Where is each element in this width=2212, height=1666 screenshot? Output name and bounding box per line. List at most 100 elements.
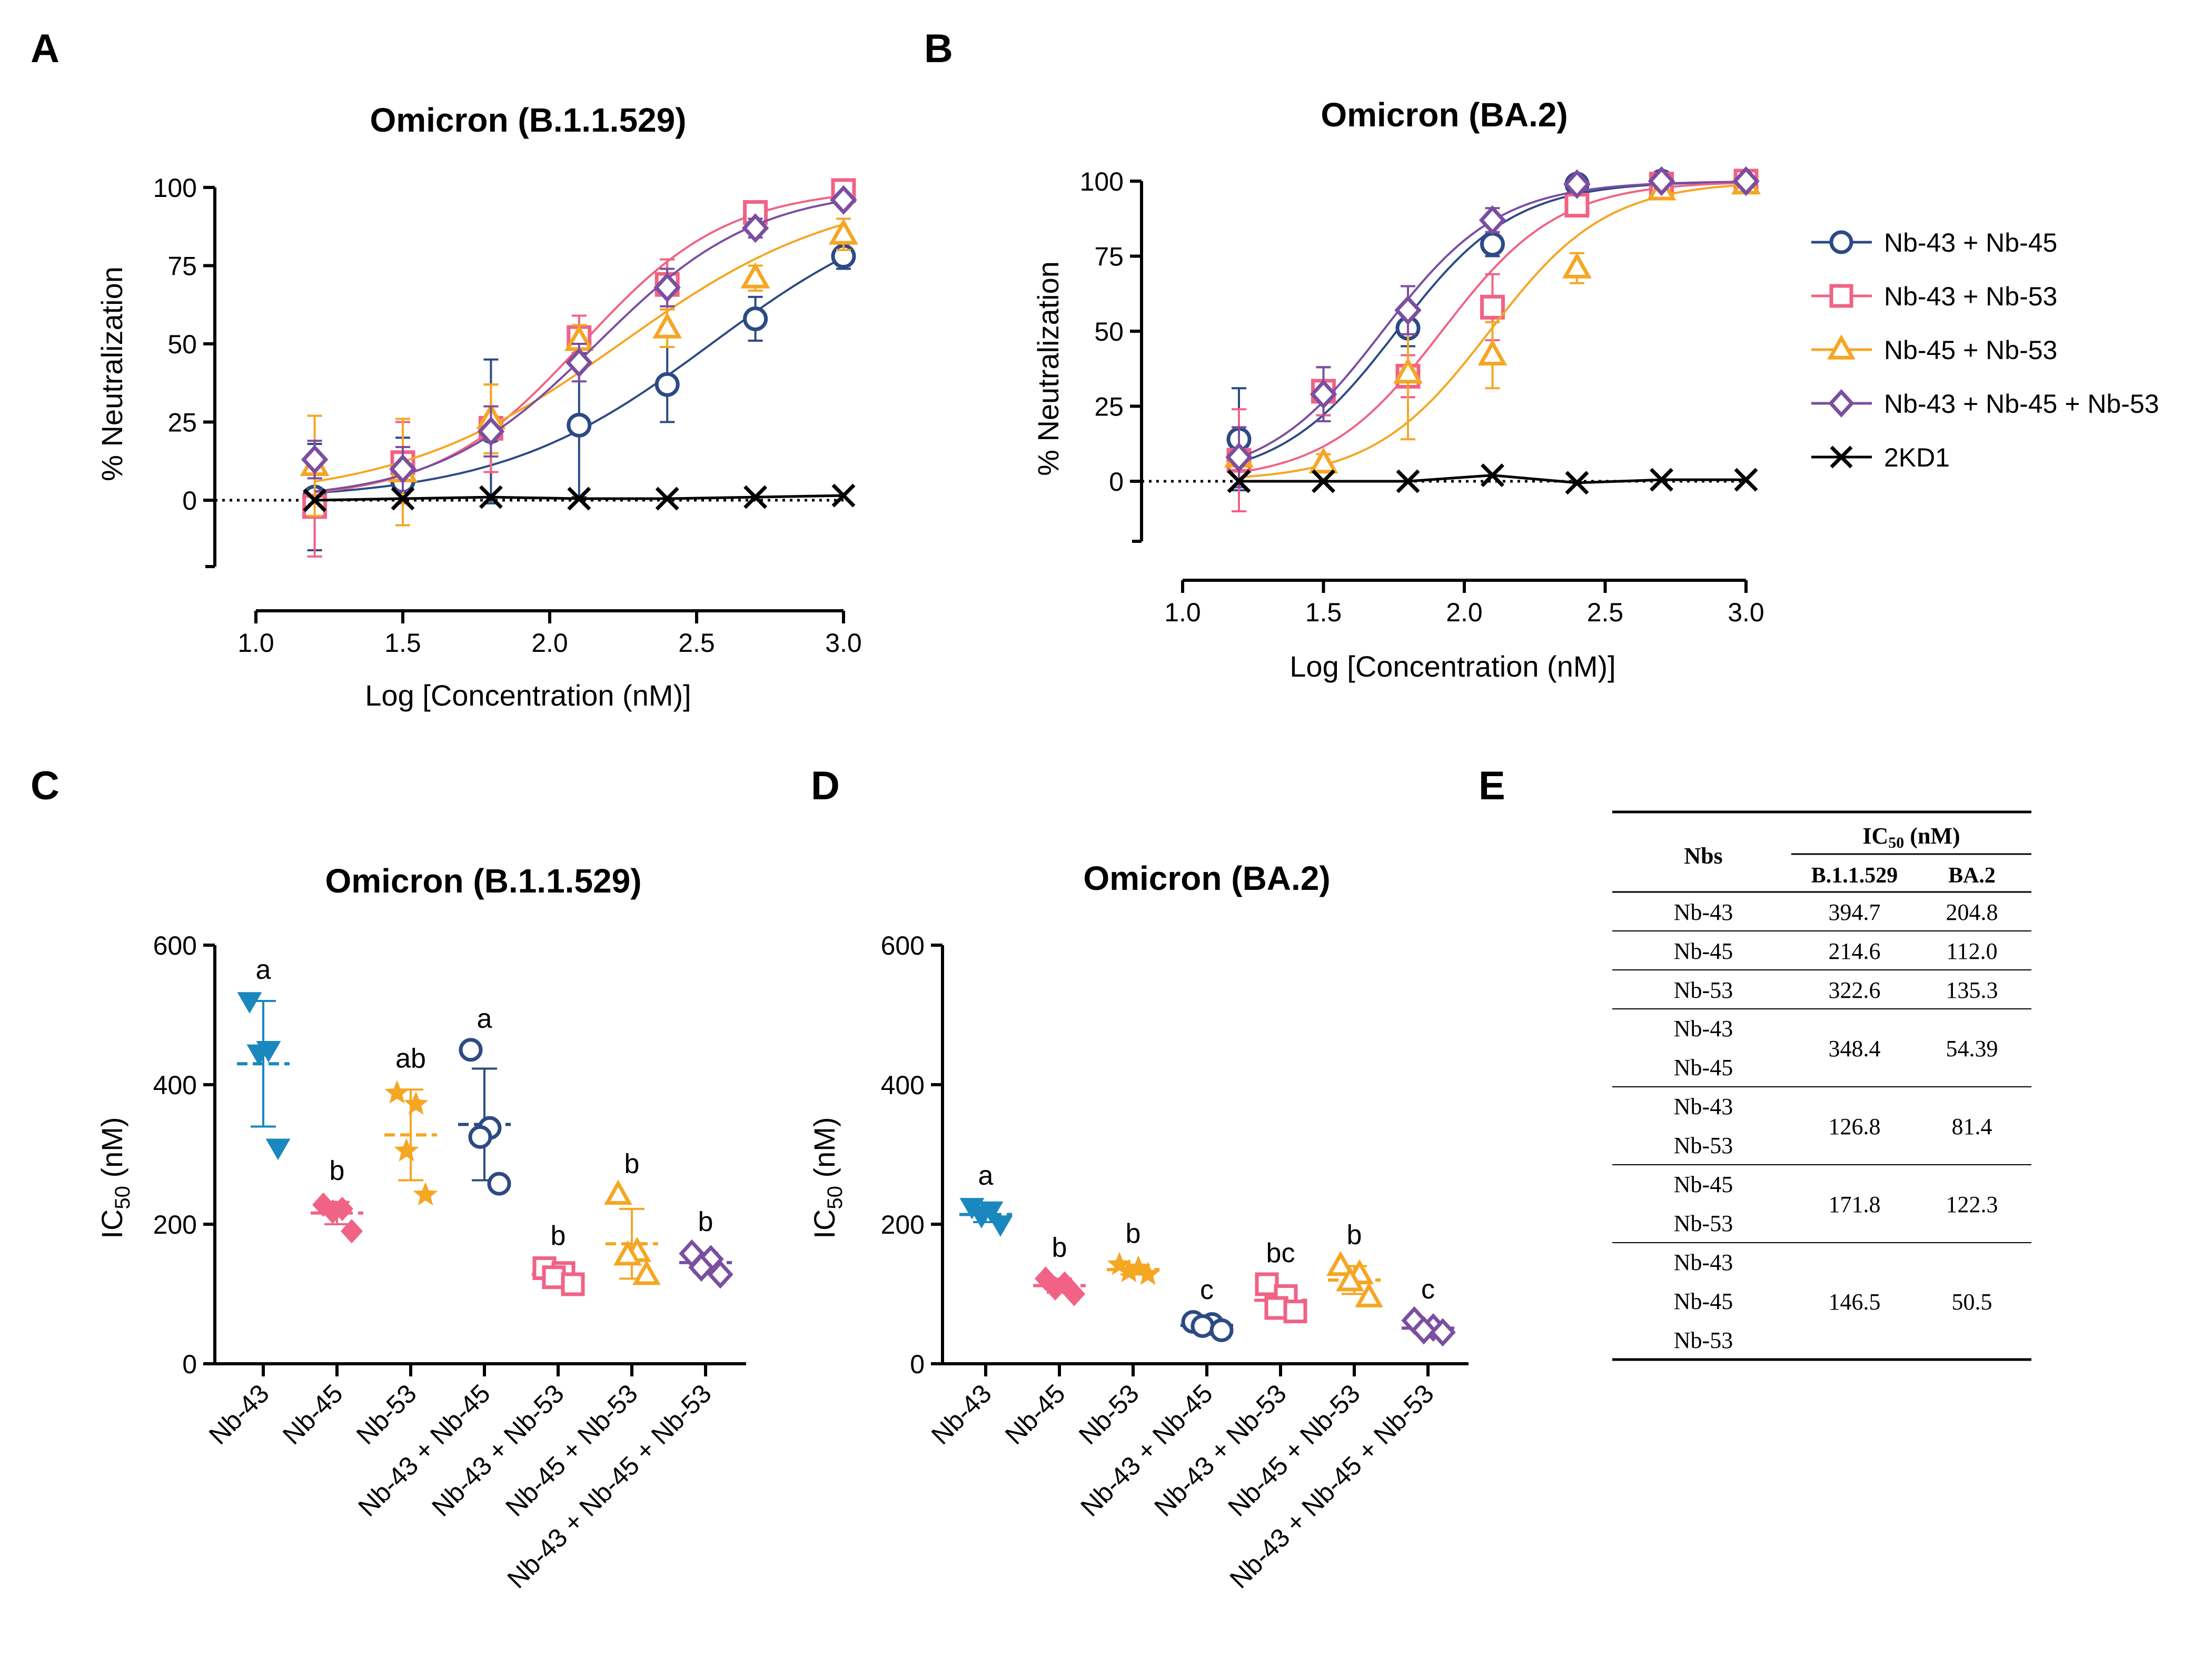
chart-d-y-tick-label: 600 — [881, 931, 925, 960]
chart-c-group-2: ab — [384, 1043, 438, 1206]
chart-c-ylabel-main: IC — [95, 1209, 128, 1239]
chart-b-y-tick-label: 25 — [1094, 392, 1124, 422]
chart-c-group-0: a — [237, 955, 291, 1161]
legend-item-0: Nb-43 + Nb-45 — [1811, 228, 2057, 257]
chart-a-point — [743, 485, 768, 509]
chart-c-title: Omicron (B.1.1.529) — [325, 862, 641, 900]
chart-c-y-tick-label: 400 — [153, 1070, 197, 1100]
chart-a-point — [479, 485, 503, 509]
chart-a-point — [567, 487, 591, 511]
chart-b-point — [1480, 232, 1505, 257]
legend-label: Nb-43 + Nb-45 — [1884, 228, 2057, 257]
panel-label-c: C — [31, 763, 59, 808]
chart-b-point — [1562, 252, 1592, 279]
chart-b-x-tick-label: 1.5 — [1305, 598, 1342, 627]
chart-c-point — [707, 1260, 733, 1289]
table-cell-b11529: 322.6 — [1829, 977, 1881, 1003]
chart-a-point — [654, 372, 680, 397]
chart-d-significance-letter: b — [1126, 1218, 1141, 1249]
chart-a-series-0 — [302, 242, 856, 552]
chart-d-ylabel: IC50 (nM) — [808, 1117, 847, 1238]
chart-c-point — [321, 1199, 344, 1224]
legend-label: Nb-43 + Nb-45 + Nb-53 — [1884, 389, 2159, 419]
chart-c-group-5: b — [604, 1148, 661, 1285]
chart-c-significance-letter: a — [477, 1004, 492, 1034]
table-cell-ba2: 81.4 — [1952, 1114, 1992, 1139]
ic50-table: Nbs IC50 (nM) B.1.1.529 BA.2 Nb-43 394.7 2… — [1612, 810, 2031, 1361]
chart-d-y-tick-label: 400 — [881, 1070, 925, 1100]
chart-c-point — [468, 1125, 492, 1149]
table-header-ic50-suffix: (nM) — [1904, 823, 1960, 849]
chart-c-category-label: Nb-43 + Nb-45 — [352, 1379, 495, 1522]
chart-b-point — [1563, 169, 1591, 199]
chart-a-marks — [300, 178, 858, 558]
chart-b-y-tick-label: 0 — [1109, 467, 1124, 497]
chart-b-point — [1225, 442, 1253, 472]
chart-d-category-label: Nb-45 — [999, 1379, 1071, 1450]
chart-a-point — [566, 348, 593, 378]
chart-b-y-tick-label: 75 — [1094, 242, 1124, 272]
chart-d-ylabel-suffix: (nM) — [808, 1117, 841, 1186]
chart-d-point — [1209, 1318, 1234, 1342]
chart-c-ylabel: IC50 (nM) — [95, 1117, 134, 1238]
legend-marker — [1828, 389, 1854, 418]
chart-a-point — [567, 412, 592, 438]
panel-label-e: E — [1479, 763, 1505, 808]
table-row: Nb-43 Nb-53 126.8 81.4 — [1674, 1094, 1992, 1158]
table-cell-ba2: 204.8 — [1946, 899, 1998, 925]
chart-c-point — [246, 1044, 272, 1066]
chart-c-group-3: a — [458, 1004, 511, 1196]
chart-d-significance-letter: c — [1200, 1275, 1214, 1305]
chart-d-group-1: b — [1033, 1232, 1086, 1306]
chart-d-point — [1264, 1296, 1288, 1320]
chart-b-point — [1565, 471, 1589, 495]
chart-c-point — [487, 1172, 511, 1196]
chart-d-point — [1355, 1282, 1383, 1307]
chart-c-group-4: b — [532, 1221, 585, 1296]
chart-a-x-tick-label: 1.5 — [384, 628, 421, 658]
table-cell-nbs: Nb-45 — [1674, 1172, 1733, 1197]
chart-d-group-4: bc — [1254, 1238, 1307, 1324]
legend-item-2: Nb-45 + Nb-53 — [1811, 334, 2057, 365]
chart-b-title: Omicron (BA.2) — [1321, 96, 1568, 134]
chart-a-point — [655, 487, 679, 511]
chart-c-ic50-b11529: Omicron (B.1.1.529) IC50 (nM) 0 200 400 600… — [95, 862, 746, 1594]
chart-a-point — [741, 213, 769, 243]
chart-d-point — [1336, 1266, 1364, 1292]
chart-c-point — [632, 1260, 661, 1285]
chart-a-y-tick-label: 75 — [167, 252, 197, 281]
chart-c-point — [403, 1091, 429, 1115]
chart-a-x-tick-label: 3.0 — [825, 628, 862, 658]
legend-label: 2KD1 — [1884, 443, 1950, 472]
chart-b-x-tick-label: 1.0 — [1164, 598, 1201, 627]
table-cell-nbs: Nb-43 — [1674, 1016, 1733, 1042]
chart-c-point — [237, 992, 262, 1014]
chart-a-point — [830, 185, 857, 215]
chart-a-point — [831, 483, 856, 508]
chart-a-point — [653, 272, 681, 303]
chart-c-significance-letter: ab — [395, 1043, 426, 1074]
chart-d-significance-letter: c — [1421, 1274, 1435, 1305]
chart-c-category-label: Nb-45 — [277, 1379, 349, 1450]
table-cell-nbs: Nb-53 — [1674, 1133, 1733, 1158]
chart-d-group-5: b — [1326, 1220, 1383, 1307]
table-row: Nb-45 214.6 112.0 — [1674, 938, 1998, 964]
table-header-ic50-main: IC — [1862, 823, 1888, 849]
table-cell-ba2: 112.0 — [1946, 938, 1997, 964]
chart-a-point — [391, 487, 415, 511]
table-cell-nbs: Nb-43 — [1674, 1250, 1733, 1275]
chart-b-point — [1480, 294, 1505, 320]
chart-c-significance-letter: b — [330, 1156, 345, 1186]
table-cell-nbs: Nb-53 — [1674, 1327, 1733, 1353]
legend-marker — [1830, 445, 1853, 469]
chart-b-x-tick-label: 3.0 — [1728, 598, 1764, 627]
chart-c-point — [604, 1179, 632, 1205]
chart-d-point — [1326, 1251, 1355, 1276]
table-cell-ba2: 50.5 — [1952, 1289, 1992, 1315]
chart-c-point — [394, 1138, 419, 1162]
chart-a-y-tick-label: 0 — [182, 486, 197, 515]
chart-a-point — [740, 262, 770, 289]
chart-c-category-label: Nb-43 + Nb-53 — [426, 1379, 569, 1522]
chart-d-point — [1063, 1282, 1086, 1306]
